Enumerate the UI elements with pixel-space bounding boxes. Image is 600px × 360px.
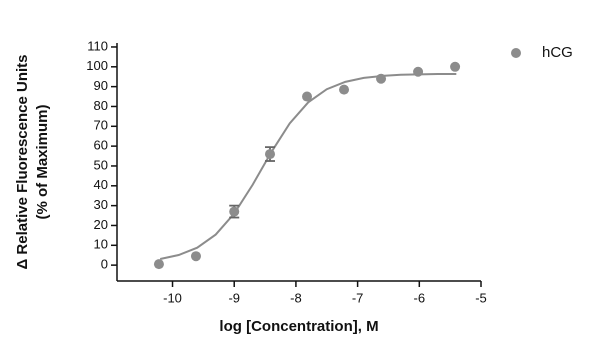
y-tick-label: 30	[94, 197, 108, 212]
fit-curve	[159, 72, 457, 260]
y-tick-label: 70	[94, 118, 108, 133]
y-tick-label: 100	[86, 58, 108, 73]
data-point	[413, 66, 424, 77]
y-tick-label: 60	[94, 138, 108, 153]
data-point	[376, 73, 387, 84]
y-tick-label: 0	[101, 257, 108, 272]
y-tick-label: 110	[87, 38, 108, 53]
x-tick-label: -9	[228, 290, 240, 305]
x-axis-label: log [Concentration], M	[219, 318, 378, 335]
x-tick-label: -5	[475, 290, 487, 305]
x-tick-label: -7	[352, 290, 364, 305]
data-point	[339, 84, 350, 95]
legend-label: hCG	[542, 44, 573, 61]
data-point	[229, 206, 240, 217]
data-point	[450, 61, 461, 72]
y-axis-label: (% of Maximum)	[34, 104, 51, 219]
data-point	[153, 259, 164, 270]
y-tick-label: 20	[94, 217, 108, 232]
y-tick-label: 40	[94, 177, 108, 192]
x-tick-label: -8	[290, 290, 302, 305]
x-tick-label: -10	[163, 290, 182, 305]
data-point	[190, 251, 201, 262]
y-tick-label: 90	[94, 78, 108, 93]
legend-marker	[511, 48, 521, 58]
y-tick-label: 50	[94, 157, 108, 172]
x-tick-label: -6	[414, 290, 426, 305]
y-tick-label: 80	[94, 98, 108, 113]
data-point	[265, 149, 276, 160]
data-point	[302, 91, 313, 102]
y-axis-label: Δ Relative Fluorescence Units	[14, 54, 31, 269]
y-tick-label: 10	[94, 237, 108, 252]
